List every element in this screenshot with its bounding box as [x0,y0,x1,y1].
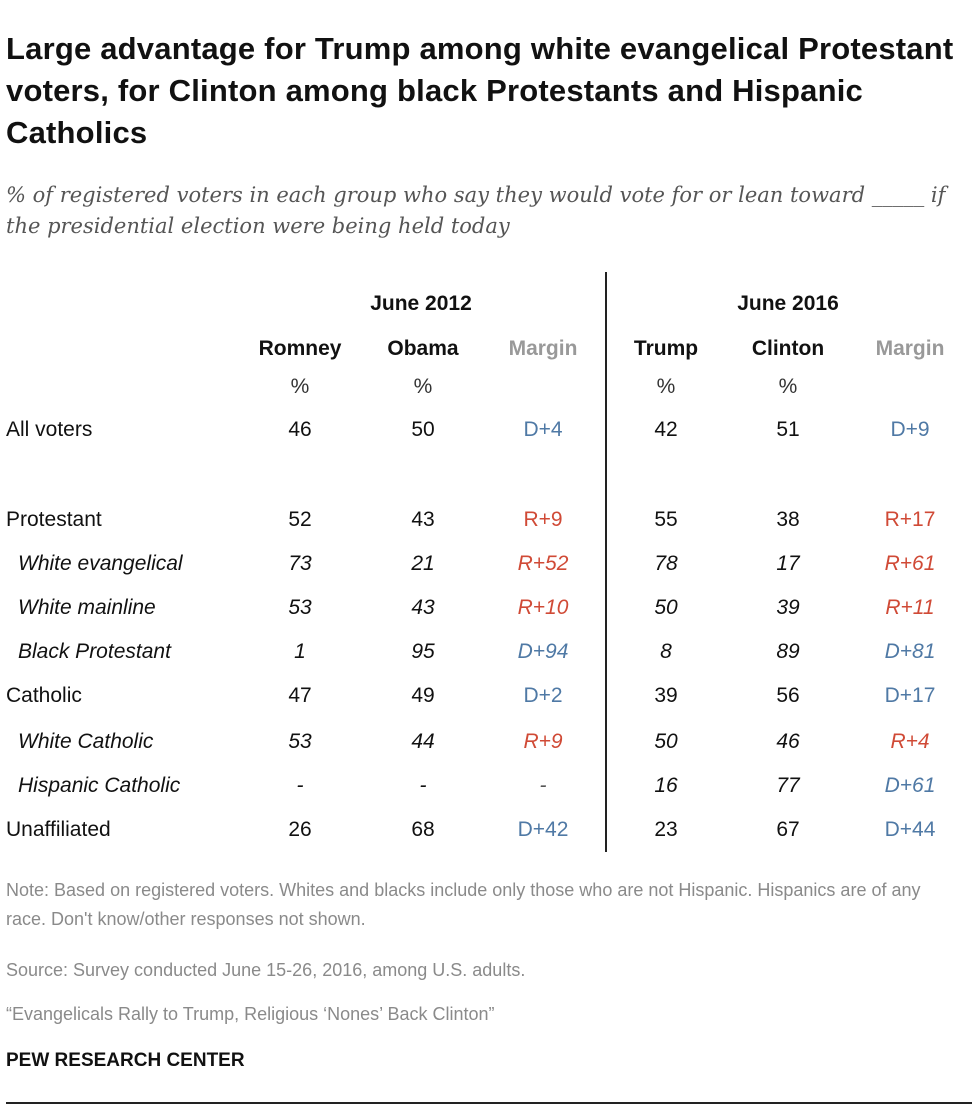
cell-margin-2012: - [539,774,547,797]
col-header-romney: Romney [258,337,342,360]
cell-trump: 42 [654,418,678,441]
row-label: Unaffiliated [6,818,111,841]
brand-logo-text: PEW RESEARCH CENTER [6,1050,245,1071]
cell-romney: 73 [288,552,312,575]
group-header-2012: June 2012 [370,292,472,315]
report-title: “Evangelicals Rally to Trump, Religious … [6,1004,495,1024]
col-header-obama: Obama [387,337,459,360]
cell-margin-2016: R+17 [884,508,936,531]
cell-margin-2012: D+42 [517,818,569,841]
cell-obama: 68 [411,818,435,841]
group-header-2016: June 2016 [737,292,839,315]
cell-margin-2016: D+44 [884,818,936,841]
cell-margin-2016: D+81 [884,640,936,663]
cell-margin-2012: R+9 [523,508,563,531]
cell-margin-2012: D+2 [523,684,563,707]
cell-margin-2012: R+52 [517,552,569,575]
cell-romney: 47 [288,684,312,707]
cell-trump: 50 [654,730,678,753]
row-label: Protestant [6,508,102,531]
cell-obama: 44 [411,730,435,753]
row-label: Hispanic Catholic [18,774,181,797]
cell-margin-2012: D+94 [517,640,569,663]
row-label: White mainline [18,596,156,619]
cell-clinton: 56 [776,684,800,707]
cell-obama: 95 [411,640,435,663]
cell-obama: 43 [411,508,435,531]
cell-romney: 52 [288,508,312,531]
cell-obama: - [419,774,427,797]
row-label: White evangelical [18,552,183,575]
cell-clinton: 51 [776,418,800,441]
cell-trump: 78 [654,552,678,575]
cell-clinton: 67 [776,818,800,841]
chart-title: Large advantage for Trump among white ev… [6,31,954,150]
unit-label: % [778,375,798,398]
source-text: Source: Survey conducted June 15-26, 201… [6,960,526,980]
cell-trump: 8 [660,640,672,663]
cell-romney: 46 [288,418,312,441]
row-label: Catholic [6,684,82,707]
cell-trump: 16 [654,774,678,797]
unit-label: % [656,375,676,398]
unit-label: % [413,375,433,398]
cell-obama: 43 [411,596,435,619]
row-label: White Catholic [18,730,154,753]
cell-clinton: 17 [776,552,800,575]
col-header-margin-2016: Margin [875,337,945,360]
cell-margin-2016: D+17 [884,684,936,707]
cell-margin-2012: R+9 [523,730,563,753]
cell-trump: 50 [654,596,678,619]
col-header-trump: Trump [633,337,699,360]
cell-obama: 50 [411,418,435,441]
cell-margin-2016: R+61 [884,552,936,575]
row-label: Black Protestant [18,640,171,663]
cell-margin-2016: R+11 [885,596,935,619]
cell-margin-2012: D+4 [523,418,563,441]
cell-margin-2012: R+10 [517,596,569,619]
cell-margin-2016: D+9 [890,418,930,441]
col-header-margin-2012: Margin [508,337,578,360]
bottom-rule [6,1102,972,1104]
cell-romney: - [296,774,304,797]
cell-obama: 49 [411,684,435,707]
cell-romney: 26 [288,818,312,841]
cell-obama: 21 [411,552,435,575]
column-divider [605,272,607,852]
cell-clinton: 77 [776,774,800,797]
cell-clinton: 46 [776,730,800,753]
chart-subtitle: % of registered voters in each group who… [6,183,946,238]
col-header-clinton: Clinton [751,337,825,360]
cell-romney: 53 [288,596,312,619]
cell-trump: 39 [654,684,678,707]
cell-romney: 1 [294,640,306,663]
cell-romney: 53 [288,730,312,753]
cell-clinton: 89 [776,640,800,663]
cell-clinton: 38 [776,508,800,531]
note-text: Note: Based on registered voters. Whites… [6,880,921,929]
cell-trump: 23 [654,818,678,841]
cell-margin-2016: D+61 [884,774,936,797]
unit-label: % [290,375,310,398]
cell-clinton: 39 [776,596,800,619]
cell-margin-2016: R+4 [890,730,930,753]
cell-trump: 55 [654,508,678,531]
row-label: All voters [6,418,93,441]
